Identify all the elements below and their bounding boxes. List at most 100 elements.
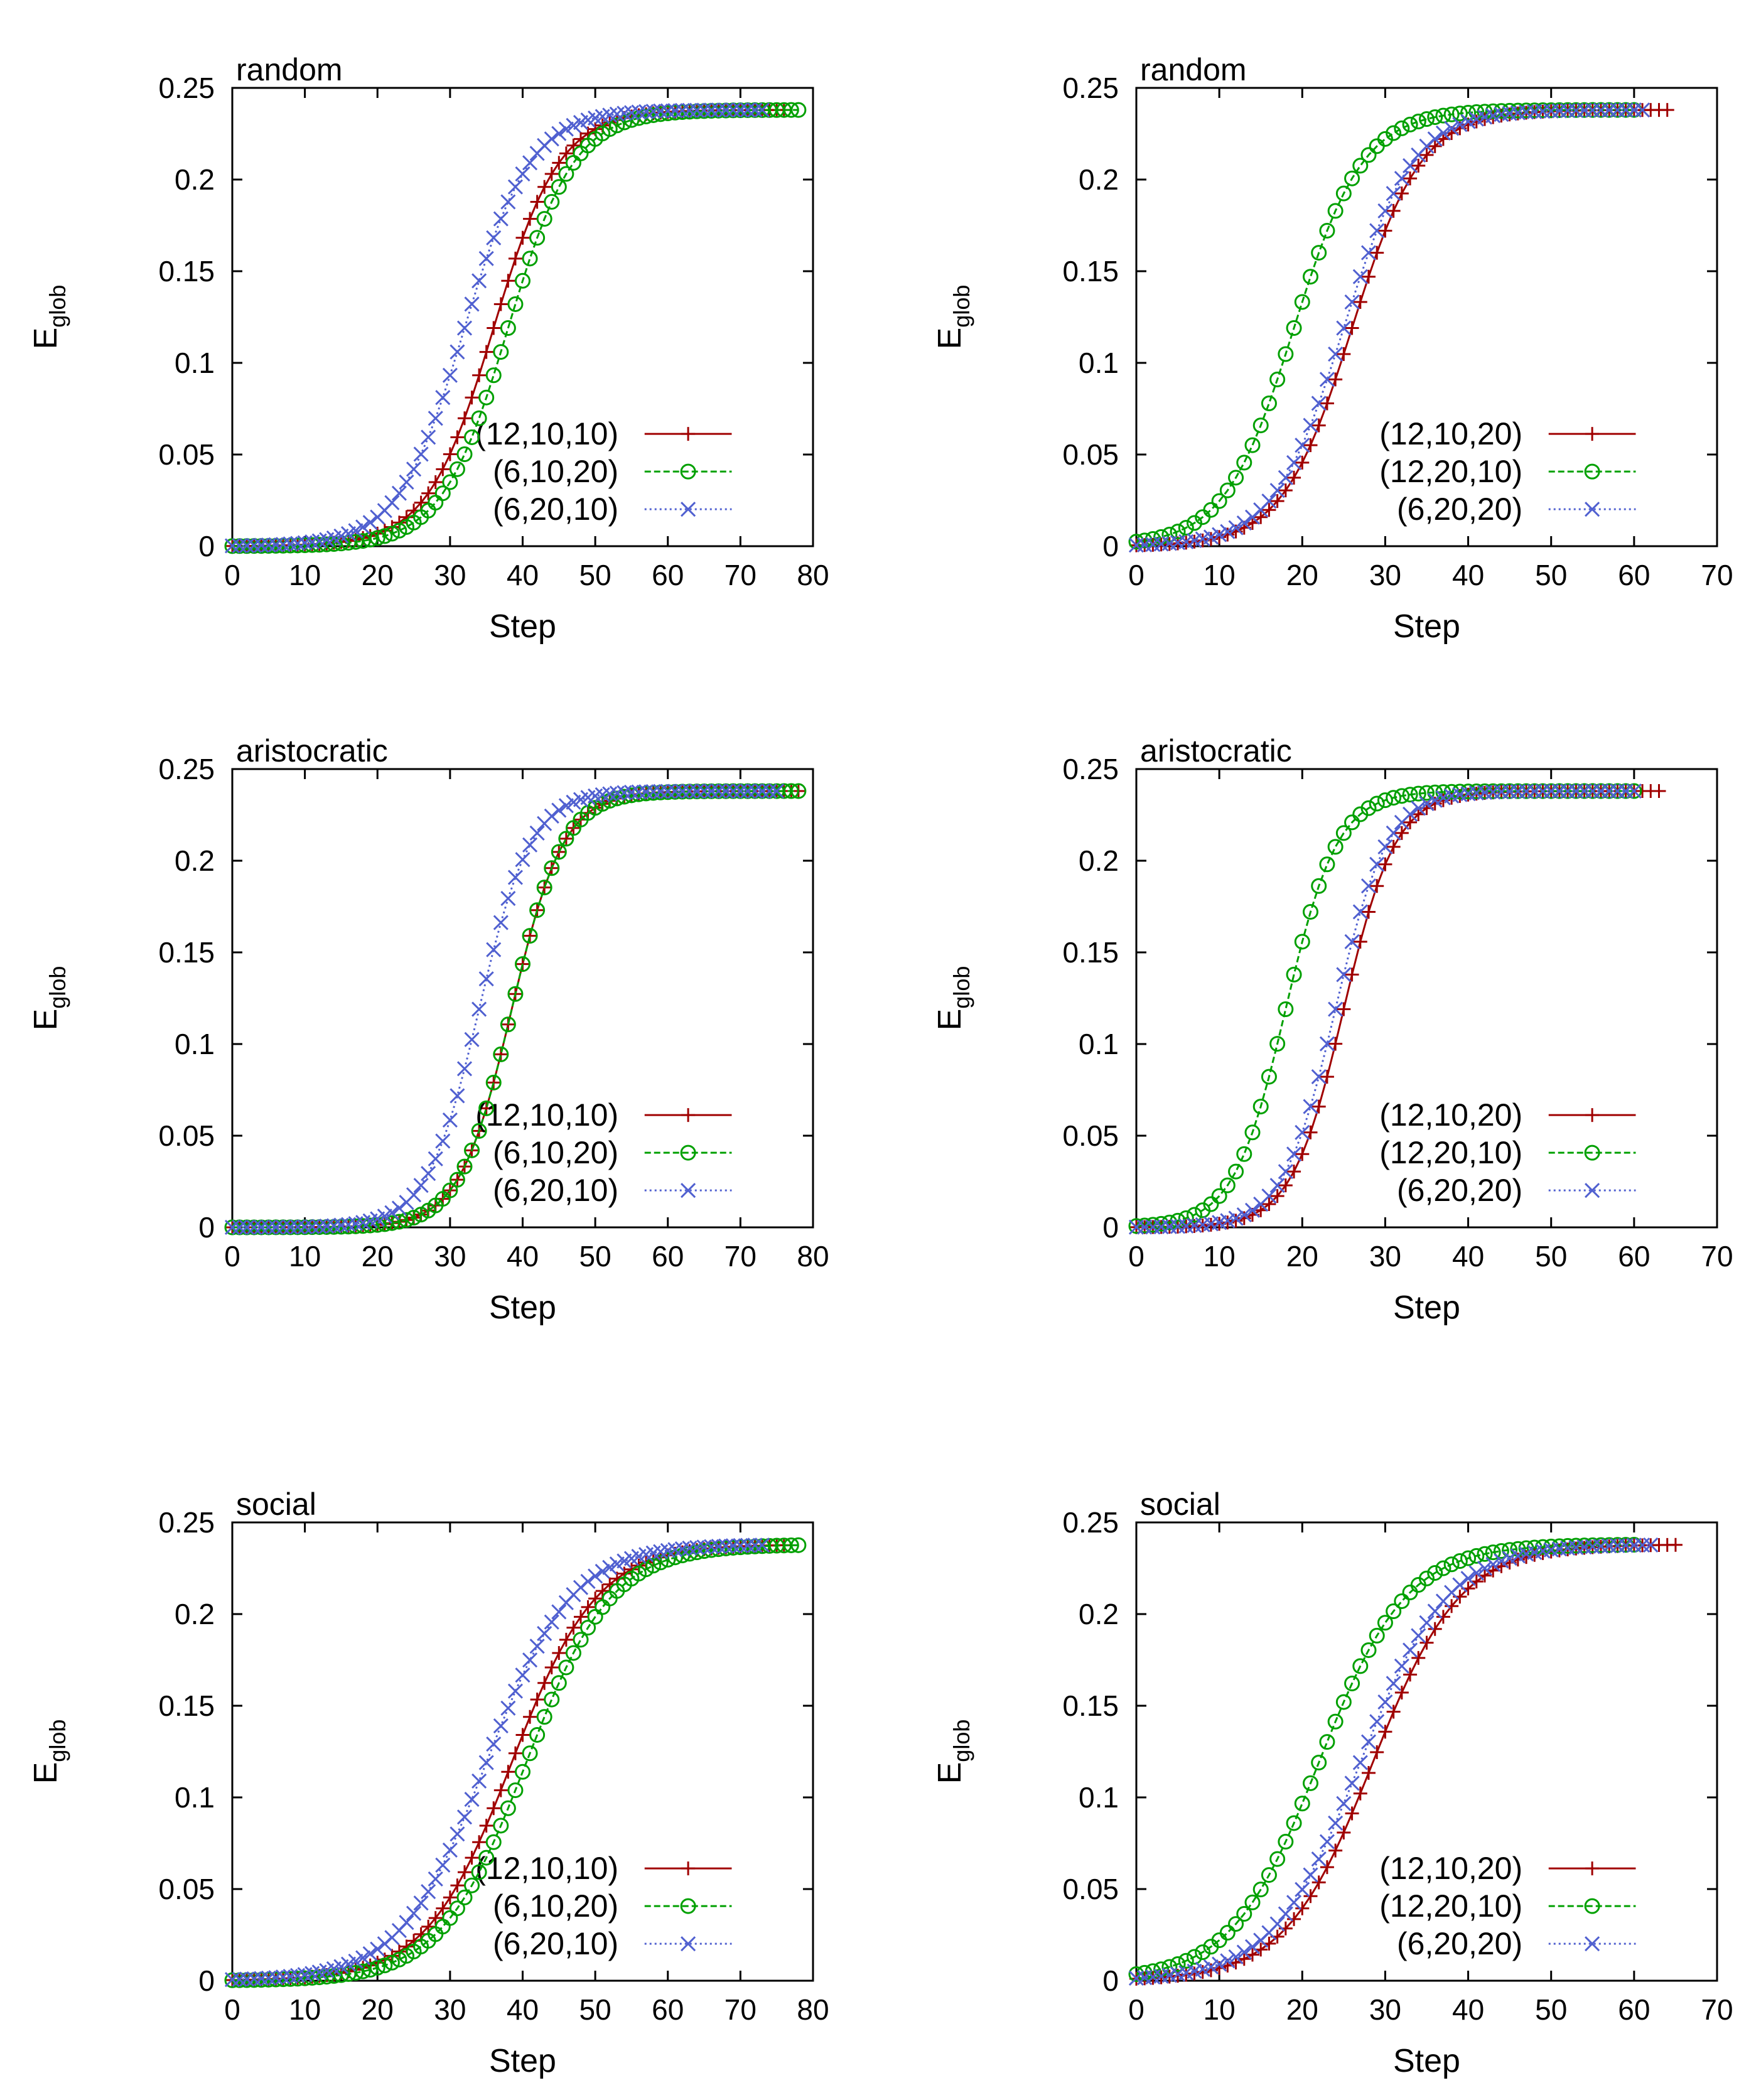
data-point <box>1419 1635 1434 1650</box>
x-tick-label: 20 <box>1286 1240 1318 1273</box>
data-point <box>442 474 458 490</box>
data-point <box>1452 1577 1468 1593</box>
data-point <box>413 1178 429 1193</box>
data-point <box>421 486 436 500</box>
data-point <box>1261 1069 1277 1085</box>
y-tick-label: 0 <box>1102 1211 1119 1244</box>
legend-marker <box>680 1144 696 1161</box>
data-point <box>435 1857 451 1873</box>
data-point <box>1411 1650 1426 1665</box>
plot-frame <box>1135 87 1718 547</box>
data-point <box>458 1865 471 1880</box>
data-point <box>1236 1146 1252 1162</box>
data-point <box>674 102 690 119</box>
data-point <box>1270 1189 1284 1203</box>
data-point <box>1286 966 1302 983</box>
y-tick-label: 0 <box>198 1964 215 1997</box>
data-point <box>544 1691 560 1708</box>
data-point <box>428 475 443 489</box>
data-point <box>369 1959 385 1976</box>
data-point <box>609 790 625 807</box>
data-point <box>696 1539 712 1555</box>
data-point <box>485 367 502 384</box>
y-axis-label-subscript: glob <box>949 285 974 328</box>
data-point <box>1345 967 1359 982</box>
data-point <box>1493 1543 1509 1559</box>
data-point <box>740 102 756 118</box>
x-tick-label: 40 <box>507 559 539 591</box>
legend-label: (12,10,20) <box>1379 1851 1522 1886</box>
data-point <box>421 429 436 445</box>
data-point <box>609 117 625 134</box>
data-point <box>558 166 574 182</box>
x-tick-label: 20 <box>362 1993 394 2026</box>
series-(12,20,10) <box>1128 1537 1642 1983</box>
data-point <box>1370 1745 1384 1760</box>
data-point <box>565 154 581 171</box>
data-point <box>552 1645 566 1660</box>
chart-panel-random-right: 0 10 20 30 40 50 60 70 0 0.05 0.1 0.15 0.2 0.25 random… <box>932 52 1733 645</box>
data-point <box>1535 1539 1551 1555</box>
data-point <box>1378 223 1392 238</box>
data-point <box>1220 524 1236 539</box>
data-point <box>1427 1564 1443 1581</box>
data-point <box>1394 171 1409 186</box>
y-tick-label: 0.2 <box>1079 163 1119 196</box>
data-point <box>1212 1956 1227 1972</box>
data-point <box>1386 825 1401 841</box>
y-tick-label: 0.1 <box>175 1028 215 1060</box>
data-point <box>523 212 537 226</box>
x-axis-label: Step <box>489 608 556 645</box>
data-point <box>1378 1725 1392 1739</box>
data-point <box>1502 1550 1517 1566</box>
data-point <box>246 1219 262 1235</box>
data-point <box>1336 1796 1352 1811</box>
data-point <box>435 1133 451 1149</box>
y-tick-label: 0.1 <box>175 347 215 379</box>
data-point <box>1303 1099 1318 1114</box>
data-point <box>1252 1882 1269 1898</box>
data-point <box>725 102 741 118</box>
data-point <box>790 1537 807 1553</box>
data-point <box>471 1864 487 1880</box>
data-point <box>464 1791 480 1807</box>
data-point <box>434 485 451 502</box>
data-point <box>1394 120 1410 136</box>
data-point <box>566 138 581 153</box>
data-point <box>631 104 647 120</box>
legend-marker <box>681 1183 696 1198</box>
data-point <box>522 155 538 171</box>
data-point <box>1386 186 1401 202</box>
data-point <box>1220 527 1235 542</box>
x-axis-label: Step <box>489 2043 556 2079</box>
data-point <box>595 795 611 812</box>
data-point <box>1370 245 1384 260</box>
data-point <box>1228 1949 1244 1965</box>
data-point <box>1403 815 1418 829</box>
y-tick-label: 0.25 <box>158 753 215 785</box>
data-point <box>623 105 640 121</box>
data-point <box>1427 1603 1443 1619</box>
data-point <box>1178 1952 1194 1969</box>
data-point <box>1237 1952 1251 1966</box>
data-point <box>1411 800 1426 816</box>
data-point <box>508 1746 522 1760</box>
data-point <box>1136 1964 1153 1981</box>
data-point <box>544 1614 559 1630</box>
data-point <box>1337 347 1351 362</box>
data-point <box>653 783 669 799</box>
data-point <box>369 530 385 546</box>
y-axis-label-subscript: glob <box>949 1720 974 1762</box>
data-point <box>1585 783 1601 799</box>
data-point <box>783 102 799 118</box>
y-tick-label: 0.25 <box>158 72 215 104</box>
data-point <box>725 1538 741 1554</box>
data-point <box>747 783 763 799</box>
series-line <box>1136 1544 1634 1976</box>
x-tick-label: 70 <box>1701 1993 1733 2026</box>
data-point <box>529 825 545 841</box>
data-point <box>1327 203 1344 219</box>
data-point <box>733 783 748 799</box>
data-point <box>377 1957 393 1974</box>
data-point <box>733 1537 748 1553</box>
